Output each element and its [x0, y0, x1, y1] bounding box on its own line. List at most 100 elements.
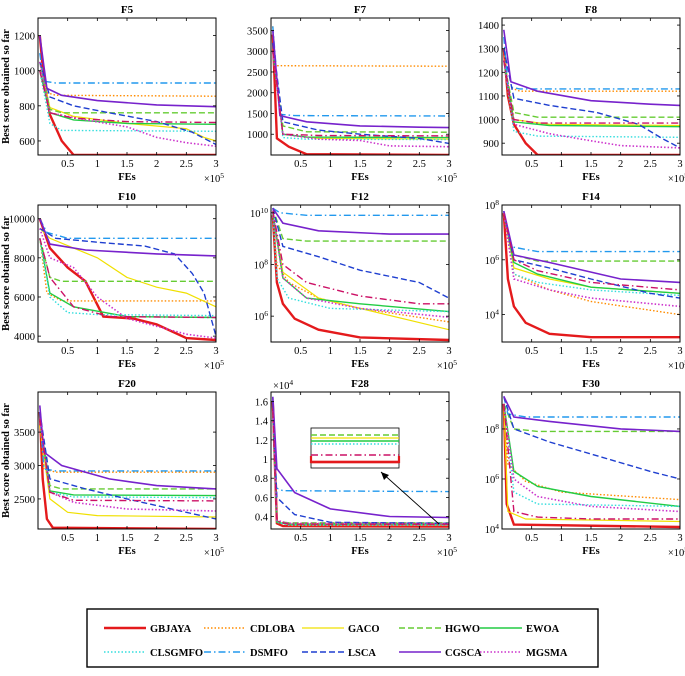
panel-f30: F30 0.5 1 1.5 2 2.5 3 104 106 108 FEs ×105: [485, 378, 685, 559]
x-tick-label: 1: [328, 346, 333, 357]
series-line-cgsca: [503, 396, 680, 433]
y-tick-label: 2500: [247, 68, 268, 79]
axes-frame: [501, 391, 681, 530]
series-line-ewoa: [272, 51, 449, 139]
x-tick-label: 1.5: [120, 533, 133, 544]
y-tick-label: 600: [19, 137, 35, 148]
series-line-cdloba: [39, 238, 216, 302]
panel-f10: F10 0.5 1 1.5 2 2.5 3 4000 6000 8000 10000 FEs ×105 B…: [1, 191, 224, 372]
x-tick-label: 2.5: [180, 533, 193, 544]
y-axis-label: Best score obtained so far: [1, 403, 12, 518]
series-line-cdloba: [503, 403, 680, 501]
x-tick-label: 3: [446, 159, 451, 170]
y-tick-label: 1000: [14, 67, 35, 78]
legend-label-dsmfo: DSMFO: [250, 648, 288, 659]
series-group: [271, 207, 449, 342]
panel-title: F14: [582, 191, 600, 203]
series-line-mgsma: [39, 61, 216, 147]
series-line-hgwo: [39, 61, 216, 114]
x-tick-label: 1: [328, 159, 333, 170]
y-tick-label: 1.6: [255, 398, 268, 409]
y-tick-label: 10000: [9, 215, 35, 226]
series-line-dsmfo: [272, 26, 449, 117]
y-axis-label: Best score obtained so far: [1, 216, 12, 331]
series-line-cdloba: [39, 418, 216, 473]
series-line-cgsca: [503, 210, 680, 284]
series-group: [38, 405, 216, 529]
x-tick-label: 1.5: [353, 159, 366, 170]
panel-f8: F8 0.5 1 1.5 2 2.5 3 900 1000 1100 1200 1300 1400 FEs…: [478, 4, 685, 185]
series-line-cgsca: [39, 218, 216, 257]
series-line-dsmfo: [503, 210, 680, 253]
series-line-hgwo: [503, 213, 680, 262]
y-tick-label: 2500: [14, 495, 35, 506]
x-tick-label: 2: [387, 533, 392, 544]
x-tick-label: 2.5: [180, 346, 193, 357]
series-line-rdwoa: [272, 210, 449, 305]
x-tick-label: 3: [446, 346, 451, 357]
x-tick-label: 0.5: [294, 159, 307, 170]
y-tick-label: 108: [485, 422, 500, 436]
series-line-gbjaya: [502, 213, 680, 339]
series-line-gbjaya: [271, 215, 449, 342]
x-exponent: ×105: [204, 545, 224, 559]
x-exponent: ×105: [437, 545, 457, 559]
series-line-gaco: [503, 403, 680, 523]
series-line-gaco: [503, 60, 680, 127]
x-tick-label: 1.5: [353, 533, 366, 544]
y-tick-label: 1: [263, 455, 268, 466]
y-tick-label: 1.4: [255, 417, 269, 428]
x-tick-label: 0.5: [525, 159, 538, 170]
series-line-mgsma: [272, 212, 449, 319]
series-line-clsgmfo: [39, 70, 216, 132]
x-tick-label: 2: [618, 346, 623, 357]
panel-f20: F20 0.5 1 1.5 2 2.5 3 2500 3000 3500 FEs ×105 Best s…: [1, 378, 224, 559]
series-group: [502, 29, 680, 155]
y-tick-label: 3000: [14, 462, 35, 473]
series-line-rdwoa: [39, 238, 216, 319]
panel-title: F5: [121, 4, 134, 16]
panel-title: F30: [582, 378, 600, 390]
series-line-cgsca: [272, 396, 449, 519]
y-tick-label: 1100: [478, 92, 499, 103]
y-tick-label: 1300: [478, 45, 499, 56]
x-tick-label: 2: [154, 533, 159, 544]
x-tick-label: 0.5: [294, 346, 307, 357]
series-line-ewoa: [503, 403, 680, 508]
x-tick-label: 0.5: [61, 346, 74, 357]
x-axis-label: FEs: [351, 359, 369, 370]
x-exponent: ×105: [204, 358, 224, 372]
axes-frame: [501, 204, 681, 343]
x-tick-label: 0.5: [525, 533, 538, 544]
series-line-gaco: [39, 425, 216, 518]
series-line-clsgmfo: [272, 411, 449, 526]
x-axis-label: FEs: [582, 546, 600, 557]
series-line-cgsca: [39, 405, 216, 490]
panel-f28: F28 0.5 1 1.5 2 2.5 3 0.4 0.6 0.8 1 1.2 1.4 1.6 ×104 FE…: [255, 378, 457, 559]
panel-title: F20: [118, 378, 136, 390]
x-axis-label: FEs: [118, 172, 136, 183]
series-line-cdloba: [503, 48, 680, 92]
y-tick-label: 106: [485, 472, 500, 486]
y-tick-label: 3500: [14, 428, 35, 439]
series-line-lsca: [503, 210, 680, 299]
x-tick-label: 1: [328, 533, 333, 544]
y-tick-label: 800: [19, 102, 35, 113]
series-line-clsgmfo: [503, 213, 680, 297]
panel-title: F28: [351, 378, 369, 390]
y-tick-label: 2000: [247, 89, 268, 100]
x-tick-label: 1: [559, 346, 564, 357]
panel-title: F12: [351, 191, 369, 203]
axes-frame: [37, 17, 217, 156]
legend-label-hgwo: HGWO: [445, 624, 480, 635]
y-tick-label: 0.6: [255, 493, 268, 504]
series-line-lsca: [503, 396, 680, 480]
y-tick-label: 106: [254, 309, 269, 323]
series-line-gaco: [272, 212, 449, 331]
series-line-lsca: [39, 227, 216, 337]
y-tick-label: 0.4: [255, 513, 269, 524]
x-axis-label: FEs: [582, 359, 600, 370]
legend-label-ewoa: EWOA: [526, 624, 560, 635]
x-axis-label: FEs: [582, 172, 600, 183]
